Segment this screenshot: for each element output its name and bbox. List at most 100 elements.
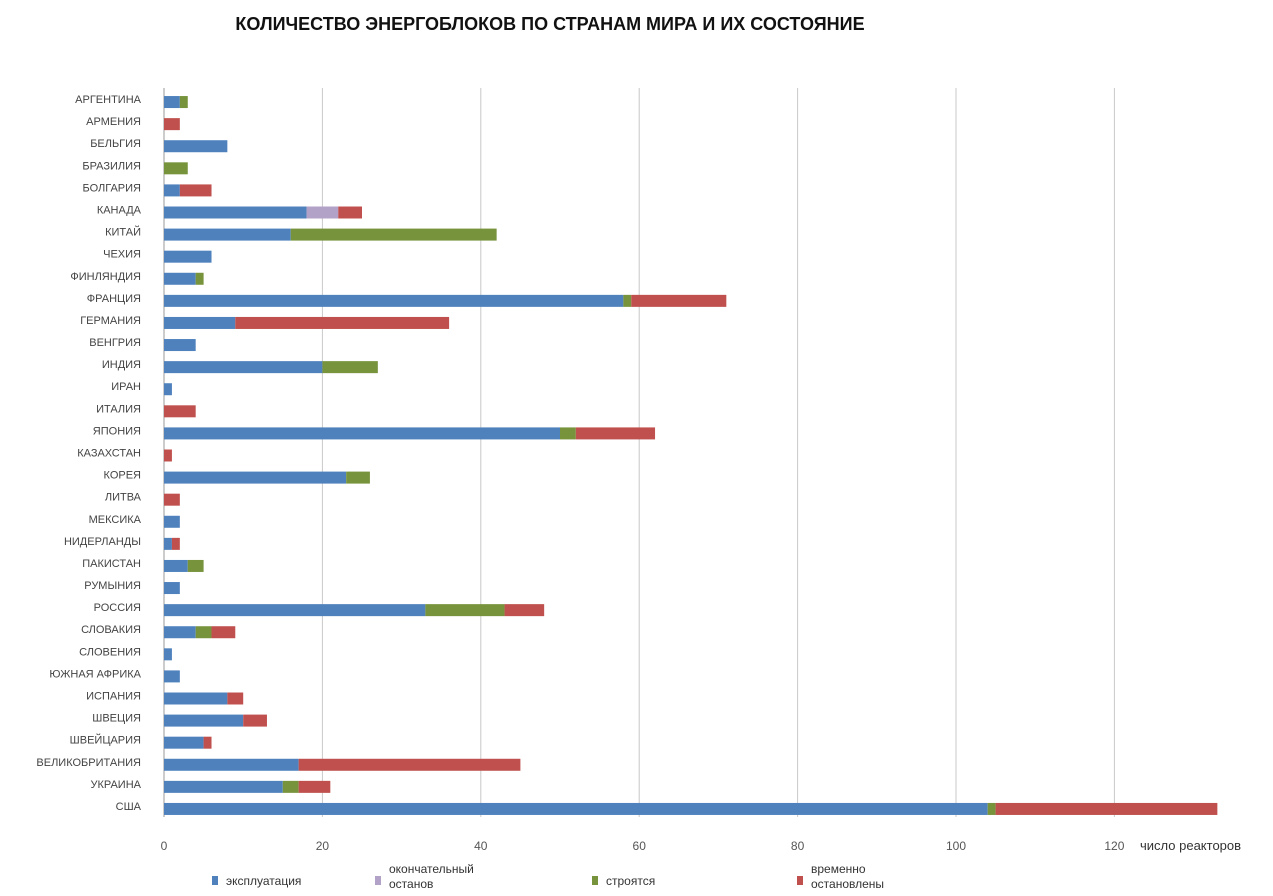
- x-tick-label: 120: [1104, 839, 1124, 853]
- category-label: ИТАЛИЯ: [96, 403, 141, 415]
- category-label: ФИНЛЯНДИЯ: [70, 271, 141, 283]
- x-tick-label: 20: [316, 839, 330, 853]
- bar-segment-operation: [164, 515, 180, 528]
- x-tick-labels: 0 20 40 60 80 100 120: [161, 839, 1125, 853]
- category-label: СЛОВАКИЯ: [81, 624, 141, 636]
- bar-segment-suspended: [203, 736, 212, 749]
- bar-segment-operation: [164, 339, 196, 352]
- category-label: БЕЛЬГИЯ: [90, 138, 141, 150]
- bar-segment-operation: [164, 626, 196, 639]
- bar-segment-operation: [164, 361, 323, 374]
- bar-segment-operation: [164, 250, 212, 263]
- bar-segment-suspended: [338, 206, 362, 219]
- bar-segment-suspended: [995, 802, 1218, 815]
- bar-segment-construction: [560, 427, 576, 440]
- category-label: ГЕРМАНИЯ: [80, 315, 141, 327]
- legend-label: эксплуатация: [226, 874, 301, 888]
- category-label: ЮЖНАЯ АФРИКА: [49, 668, 141, 680]
- category-label: ЧЕХИЯ: [103, 249, 141, 261]
- bar-segment-operation: [164, 294, 624, 307]
- bar-segment-construction: [282, 780, 299, 793]
- legend-label: строятся: [606, 874, 655, 888]
- category-label: УКРАИНА: [90, 779, 141, 791]
- category-label: МЕКСИКА: [89, 514, 142, 526]
- category-label: ИСПАНИЯ: [86, 691, 141, 703]
- bar-segment-operation: [164, 582, 180, 595]
- category-label: ПАКИСТАН: [82, 558, 141, 570]
- legend-label: окончательный: [389, 862, 474, 876]
- legend-item: строятся: [592, 874, 655, 888]
- x-tick-label: 80: [791, 839, 805, 853]
- bar-segment-operation: [164, 228, 291, 241]
- legend-swatch: [375, 876, 381, 885]
- category-label: РУМЫНИЯ: [84, 580, 141, 592]
- bar-segment-suspended: [631, 294, 727, 307]
- category-label: КИТАЙ: [105, 226, 141, 239]
- category-label: ШВЕЙЦАРИЯ: [70, 734, 141, 747]
- bar-segment-operation: [164, 471, 347, 484]
- category-label: АРГЕНТИНА: [75, 94, 141, 106]
- bar-segment-suspended: [164, 493, 180, 506]
- category-label: КОРЕЯ: [104, 470, 142, 482]
- category-label: ФРАНЦИЯ: [87, 293, 141, 305]
- bar-segment-construction: [290, 228, 497, 241]
- bar-segment-suspended: [164, 405, 196, 418]
- bar-segment-operation: [164, 714, 244, 727]
- category-label: ЯПОНИЯ: [93, 425, 141, 437]
- bar-segment-construction: [322, 361, 378, 374]
- bar-segment-construction: [987, 802, 996, 815]
- category-label: США: [116, 801, 142, 813]
- legend-item: эксплуатация: [212, 874, 301, 888]
- category-label: ШВЕЦИЯ: [92, 713, 141, 725]
- bar-segment-suspended: [243, 714, 267, 727]
- bar-segment-suspended: [179, 184, 212, 197]
- bar-segment-operation: [164, 140, 228, 153]
- category-label: БРАЗИЛИЯ: [82, 160, 141, 172]
- bar-segment-suspended: [227, 692, 244, 705]
- bar-segment-operation: [164, 736, 204, 749]
- bar-segment-construction: [623, 294, 632, 307]
- bar-segment-operation: [164, 802, 988, 815]
- bar-segment-operation: [164, 670, 180, 683]
- bar-segment-construction: [195, 626, 212, 639]
- bar-segment-operation: [164, 758, 299, 771]
- bar-segment-construction: [346, 471, 370, 484]
- grid-lines: [163, 88, 1115, 817]
- bar-segment-operation: [164, 96, 180, 109]
- x-tick-label: 0: [161, 839, 168, 853]
- legend-label: останов: [389, 877, 433, 891]
- bar-segment-operation: [164, 184, 180, 197]
- x-tick-label: 60: [633, 839, 647, 853]
- category-label: КАНАДА: [97, 205, 142, 217]
- chart-title: КОЛИЧЕСТВО ЭНЕРГОБЛОКОВ ПО СТРАНАМ МИРА …: [235, 14, 865, 34]
- category-label: БОЛГАРИЯ: [83, 182, 142, 194]
- category-label: ИРАН: [111, 381, 141, 393]
- bars: [164, 96, 1218, 815]
- category-label: ЛИТВА: [105, 492, 142, 504]
- bar-segment-operation: [164, 692, 228, 705]
- bar-segment-operation: [164, 206, 307, 219]
- x-tick-label: 40: [474, 839, 488, 853]
- category-label: ВЕНГРИЯ: [89, 337, 141, 349]
- bar-segment-shutdown: [306, 206, 339, 219]
- legend-label: временно: [811, 862, 866, 876]
- bar-segment-suspended: [164, 118, 180, 131]
- category-label: КАЗАХСТАН: [77, 448, 141, 460]
- legend-swatch: [212, 876, 218, 885]
- bar-segment-suspended: [235, 316, 450, 329]
- bar-segment-operation: [164, 316, 236, 329]
- bar-segment-operation: [164, 559, 188, 572]
- bar-segment-suspended: [211, 626, 236, 639]
- bar-segment-suspended: [298, 780, 331, 793]
- category-label: ВЕЛИКОБРИТАНИЯ: [36, 757, 141, 769]
- bar-segment-suspended: [504, 604, 545, 617]
- bar-segment-construction: [179, 96, 188, 109]
- x-axis-title: число реакторов: [1140, 838, 1241, 853]
- legend-swatch: [592, 876, 598, 885]
- bar-segment-construction: [164, 162, 188, 175]
- bar-segment-suspended: [164, 449, 172, 462]
